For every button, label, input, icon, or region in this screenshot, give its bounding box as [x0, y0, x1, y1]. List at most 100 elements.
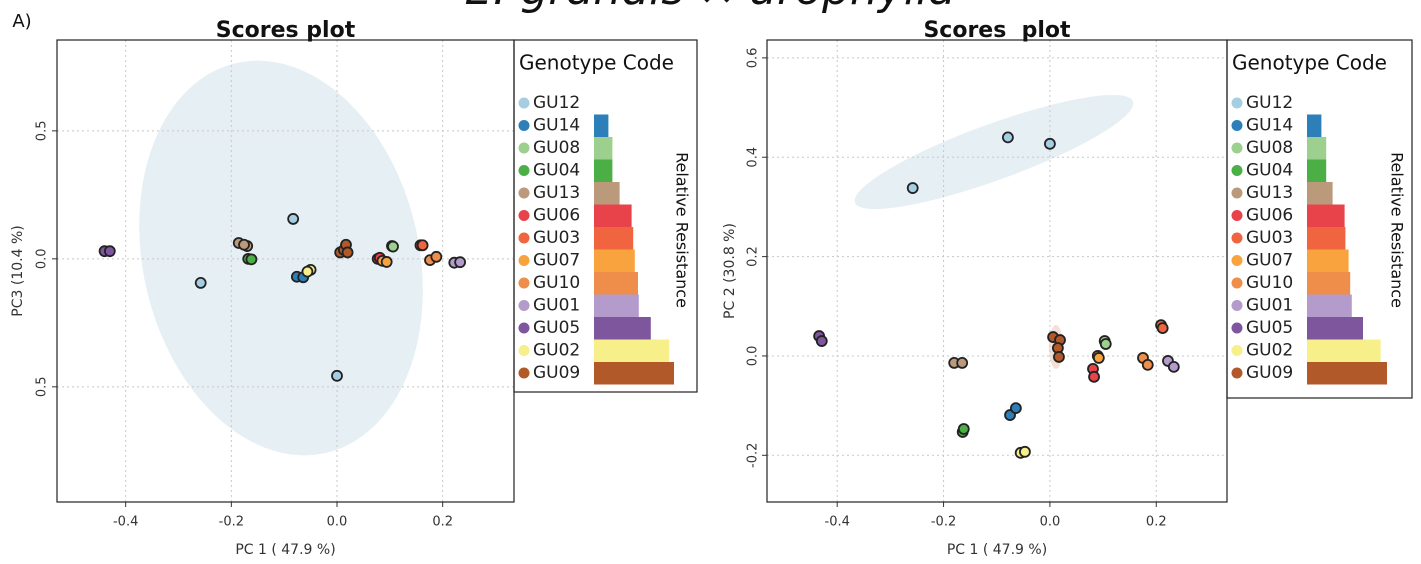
point — [1088, 370, 1100, 383]
legend-label: GU04 — [1246, 161, 1293, 181]
legend-swatch — [518, 210, 530, 221]
point — [245, 253, 258, 266]
legend-label: GU14 — [1246, 116, 1293, 136]
x-tick-label: 0.0 — [327, 515, 348, 530]
x-tick-label: -0.4 — [113, 515, 138, 530]
resistance-bar — [1307, 317, 1363, 340]
point — [341, 246, 354, 259]
legend-label: GU01 — [533, 296, 580, 316]
legend-swatch — [518, 187, 530, 199]
legend-swatch — [1231, 187, 1243, 199]
legend-swatch — [1231, 142, 1243, 154]
x-axis-label: PC 1 ( 47.9 %) — [947, 542, 1047, 558]
resistance-bar — [1307, 137, 1327, 160]
y-axis-label: PC 2 (30.8 %) — [722, 223, 738, 319]
point — [1092, 352, 1105, 364]
chart-title: Scores plot — [216, 18, 356, 43]
y-tick-label: 0.5 — [35, 121, 50, 142]
y-tick-label: 0.2 — [746, 246, 761, 267]
legend-label: GU02 — [533, 341, 580, 361]
panel-label: A) — [12, 11, 31, 32]
resistance-bar — [1307, 249, 1349, 272]
point — [1141, 358, 1154, 371]
x-tick-label: -0.4 — [825, 515, 850, 530]
resistance-bar — [594, 137, 613, 160]
legend-label: GU08 — [533, 138, 580, 158]
legend-swatch — [518, 97, 530, 109]
legend-swatch — [1231, 165, 1243, 176]
y-tick-label: 0.6 — [746, 48, 761, 69]
resistance-bar — [594, 249, 635, 272]
legend-frame — [513, 39, 698, 393]
point — [454, 256, 467, 269]
x-axis-label: PC 1 ( 47.9 %) — [235, 542, 335, 558]
point — [1053, 351, 1065, 363]
legend-swatch — [1231, 255, 1243, 266]
resistance-label: Relative Resistance — [673, 152, 692, 308]
y-tick-label: 0.0 — [746, 346, 761, 367]
legend-label: GU05 — [1246, 318, 1293, 338]
point — [380, 256, 393, 268]
resistance-bar — [594, 272, 638, 295]
point — [238, 238, 250, 251]
resistance-bar — [1307, 294, 1352, 317]
point — [1019, 445, 1031, 458]
legend-label: GU06 — [533, 206, 580, 226]
legend-label: GU08 — [1246, 138, 1293, 158]
legend-swatch — [1231, 367, 1243, 379]
y-tick-label: 0.4 — [746, 147, 761, 168]
legend-swatch — [1231, 300, 1243, 311]
point — [1167, 360, 1180, 373]
figure-title: E. grandis × urophylla — [465, 0, 956, 15]
y-tick-label: 0.0 — [35, 248, 50, 269]
resistance-bar — [594, 227, 634, 250]
legend-swatch — [1231, 322, 1243, 334]
confidence-ellipse — [139, 60, 423, 456]
point — [103, 245, 116, 258]
legend-label: GU07 — [533, 251, 580, 271]
plot-frame — [766, 39, 1228, 503]
x-tick-label: 0.2 — [1146, 515, 1167, 530]
legend-label: GU10 — [1246, 273, 1293, 293]
point — [301, 265, 314, 278]
legend-label: GU13 — [1246, 183, 1293, 203]
legend-swatch — [518, 120, 530, 131]
legend-swatch — [518, 367, 530, 379]
legend-swatch — [1231, 232, 1243, 244]
legend-label: GU09 — [1246, 363, 1293, 383]
y-axis-label: PC3 (10.4 %) — [10, 225, 26, 316]
legend-swatch — [518, 165, 530, 176]
legend-label: GU07 — [1246, 251, 1293, 271]
resistance-bar — [1307, 272, 1351, 295]
x-tick-label: 0.2 — [432, 515, 453, 530]
point — [906, 182, 919, 194]
y-tick-label: 0.5 — [35, 376, 50, 397]
legend-label: GU02 — [1246, 341, 1293, 361]
legend-label: GU09 — [533, 363, 580, 383]
legend-swatch — [518, 277, 530, 289]
resistance-bar — [594, 182, 620, 205]
legend-label: GU14 — [533, 116, 580, 136]
resistance-bar — [1307, 227, 1346, 250]
legend-frame — [1226, 39, 1413, 399]
confidence-ellipse — [854, 94, 1134, 210]
legend-swatch — [518, 300, 530, 311]
legend-title: Genotype Code — [519, 51, 674, 75]
x-tick-label: 0.0 — [1040, 515, 1061, 530]
legend-label: GU10 — [533, 273, 580, 293]
point — [1099, 338, 1112, 350]
point — [957, 423, 970, 435]
legend-swatch — [1231, 120, 1243, 131]
point — [1002, 131, 1014, 144]
resistance-label: Relative Resistance — [1388, 152, 1407, 308]
legend-label: GU05 — [533, 318, 580, 338]
resistance-bar — [594, 204, 632, 227]
x-tick-label: -0.2 — [931, 515, 956, 530]
legend-label: GU03 — [1246, 228, 1293, 248]
point — [194, 277, 207, 289]
point — [387, 240, 399, 253]
legend-swatch — [1231, 97, 1243, 109]
legend-label: GU13 — [533, 183, 580, 203]
legend-swatch — [518, 232, 530, 244]
point — [815, 335, 828, 347]
